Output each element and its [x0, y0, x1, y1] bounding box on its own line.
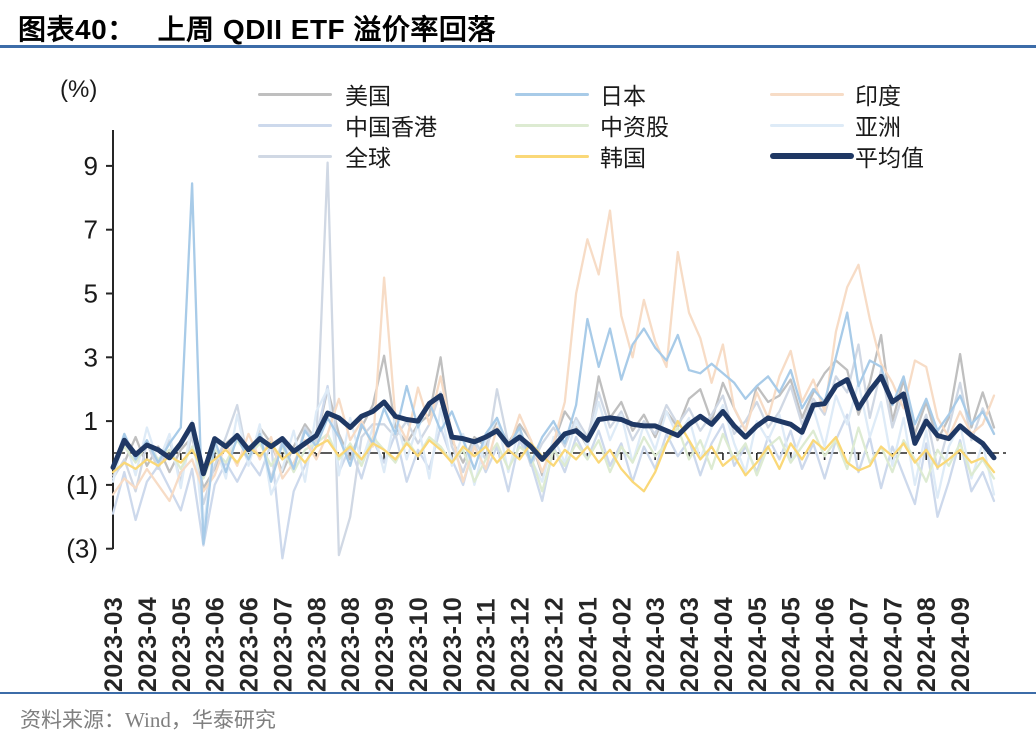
- x-axis-tick-label: 2024-07: [879, 597, 907, 692]
- x-axis-tick-label: 2023-12: [507, 597, 535, 692]
- y-axis-tick-label: 9: [84, 151, 98, 181]
- y-axis-tick-label: 7: [84, 215, 98, 245]
- series-line-korea: [111, 419, 996, 493]
- series-line-average: [110, 373, 997, 477]
- x-axis-tick-label: 2023-05: [168, 597, 196, 692]
- x-axis-tick-label: 2024-08: [913, 597, 941, 692]
- figure-title-text: 上周 QDII ETF 溢价率回落: [157, 14, 496, 45]
- x-axis-tick-label: 2023-07: [269, 597, 297, 692]
- x-axis-tick-label: 2023-03: [100, 597, 128, 692]
- x-axis-tick-label: 2024-03: [642, 597, 670, 692]
- x-axis-tick-label: 2024-01: [574, 597, 602, 692]
- x-axis-tick-label: 2024-09: [947, 597, 975, 692]
- x-axis-tick-label: 2023-08: [303, 597, 331, 692]
- x-axis-tick-label: 2023-10: [439, 597, 467, 692]
- x-axis-tick-label: 2024-05: [778, 597, 806, 692]
- figure-footer-bar: 资料来源：Wind，华泰研究: [0, 692, 1036, 732]
- x-axis-tick-label: 2024-05: [744, 597, 772, 692]
- y-axis-tick-label: (1): [66, 470, 98, 500]
- x-axis-tick-label: 2024-06: [812, 597, 840, 692]
- x-axis-tick-label: 2023-10: [405, 597, 433, 692]
- y-axis-tick-label: (3): [66, 534, 98, 564]
- x-axis-tick-label: 2024-04: [710, 597, 738, 692]
- series-line-asia: [111, 381, 996, 531]
- x-axis-tick-label: 2023-04: [134, 597, 162, 692]
- figure-title: 图表40： 上周 QDII ETF 溢价率回落: [18, 8, 496, 48]
- x-axis-tick-label: 2023-09: [371, 597, 399, 692]
- x-axis-tick-label: 2023-11: [473, 598, 501, 692]
- x-axis-tick-label: 2024-02: [608, 597, 636, 692]
- data-source-note: 资料来源：Wind，华泰研究: [20, 708, 276, 732]
- figure-title-bar: 图表40： 上周 QDII ETF 溢价率回落: [0, 0, 1036, 48]
- y-axis-tick-label: 3: [84, 342, 98, 372]
- x-axis-tick-label: 2024-07: [845, 597, 873, 692]
- series-line-global: [111, 161, 996, 557]
- series-line-japan: [111, 182, 996, 546]
- series-line-hong-kong: [111, 384, 996, 560]
- x-axis-tick-label: 2023-08: [337, 597, 365, 692]
- x-axis-tick-label: 2024-03: [676, 597, 704, 692]
- x-axis-tick-label: 2023-06: [202, 597, 230, 692]
- x-axis-tick-label: 2023-06: [236, 597, 264, 692]
- figure-number: 图表40：: [18, 14, 136, 45]
- y-axis-tick-label: 1: [84, 406, 98, 436]
- y-axis-tick-label: 5: [84, 279, 98, 309]
- x-axis-tick-label: 2023-12: [541, 597, 569, 692]
- y-axis-unit-label: (%): [60, 76, 98, 103]
